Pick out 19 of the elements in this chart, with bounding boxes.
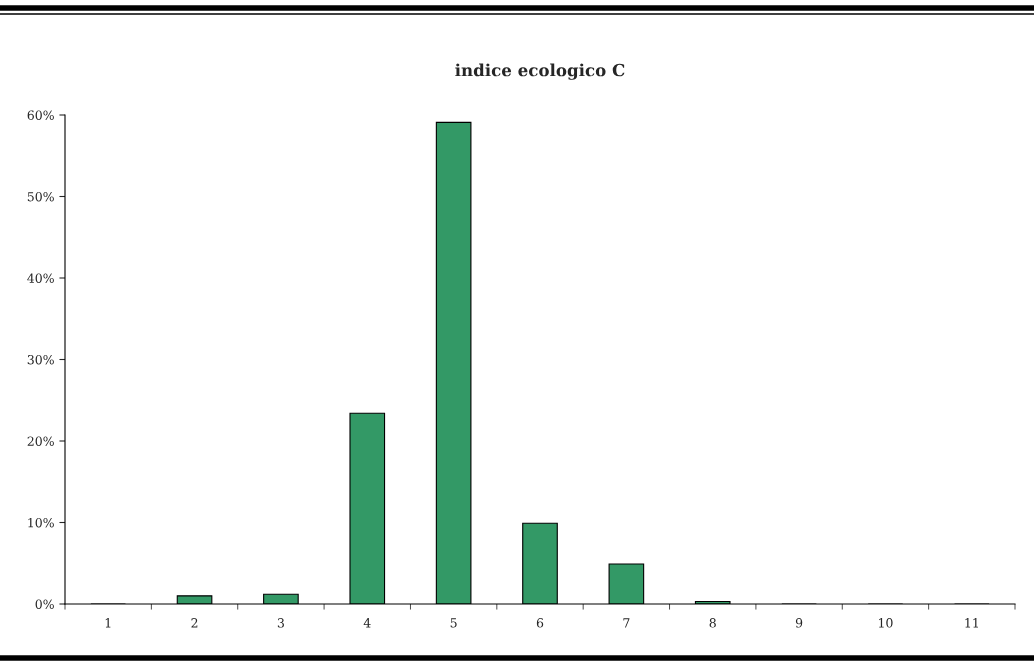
x-tick-label: 8 [709,618,716,628]
x-tick-label: 10 [879,618,893,628]
chart-title: indice ecologico C [455,63,625,80]
y-tick-label: 60% [27,110,54,120]
x-tick-label: 11 [965,618,978,628]
y-tick-label: 50% [27,191,54,202]
x-tick-label: 9 [795,618,803,628]
x-tick-label: 4 [363,618,371,628]
y-tick-label: 10% [28,517,54,528]
x-tick-label: 3 [277,618,284,628]
x-tick-label: 7 [623,618,630,628]
x-tick-label: 1 [105,618,111,628]
y-tick-label: 40% [27,273,54,283]
y-tick-label: 0% [35,599,54,609]
x-tick-label: 2 [191,618,198,628]
x-tick-label: 6 [536,618,544,628]
x-tick-label: 5 [450,618,457,628]
y-tick-label: 30% [27,354,54,365]
y-tick-label: 20% [27,436,54,446]
